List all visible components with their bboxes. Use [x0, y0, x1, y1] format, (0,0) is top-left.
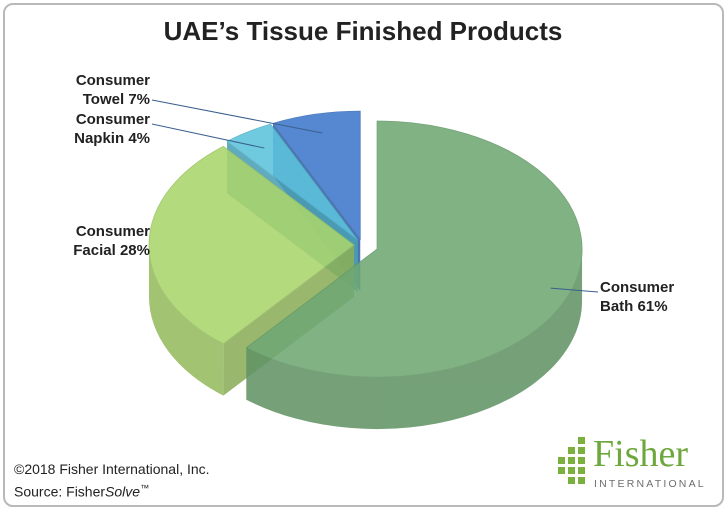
source-prefix: Source: Fisher	[14, 483, 106, 500]
slice-wall	[149, 245, 224, 396]
slice-label: Consumer Bath 61%	[600, 278, 700, 316]
logo-icon	[558, 437, 585, 484]
value-label: 7%	[128, 91, 150, 108]
chart-title: UAE’s Tissue Finished Products	[164, 16, 563, 46]
source-italic: Solve	[105, 483, 141, 500]
value-label: 28%	[119, 242, 150, 259]
category-label: Consumer Bath	[600, 279, 675, 315]
footnote: ©2018 Fisher International, Inc.	[14, 461, 210, 477]
leader-line	[550, 287, 599, 293]
logo-sub: INTERNATIONAL	[594, 478, 706, 490]
value-label: 4%	[128, 130, 150, 147]
category-label: Consumer Napkin	[74, 111, 150, 147]
category-label: Consumer Facial	[73, 223, 150, 259]
slice-top	[148, 145, 355, 345]
frame	[3, 3, 724, 507]
slice-wall	[246, 249, 583, 430]
slice	[245, 120, 583, 430]
slice-label: Consumer Facial 28%	[50, 222, 150, 260]
source-mark: ™	[140, 483, 150, 493]
slice-top	[226, 123, 359, 241]
slice-label: Consumer Napkin 4%	[50, 110, 150, 148]
value-label: 61%	[637, 298, 668, 315]
leader-line	[151, 123, 265, 149]
category-label: Consumer Towel	[75, 72, 150, 108]
source: Source: FisherSolve™	[14, 483, 149, 500]
slice-label: Consumer Towel 7%	[50, 71, 150, 109]
leader-line	[151, 99, 323, 134]
logo-name: Fisher	[593, 433, 688, 475]
slice-top	[245, 120, 583, 378]
